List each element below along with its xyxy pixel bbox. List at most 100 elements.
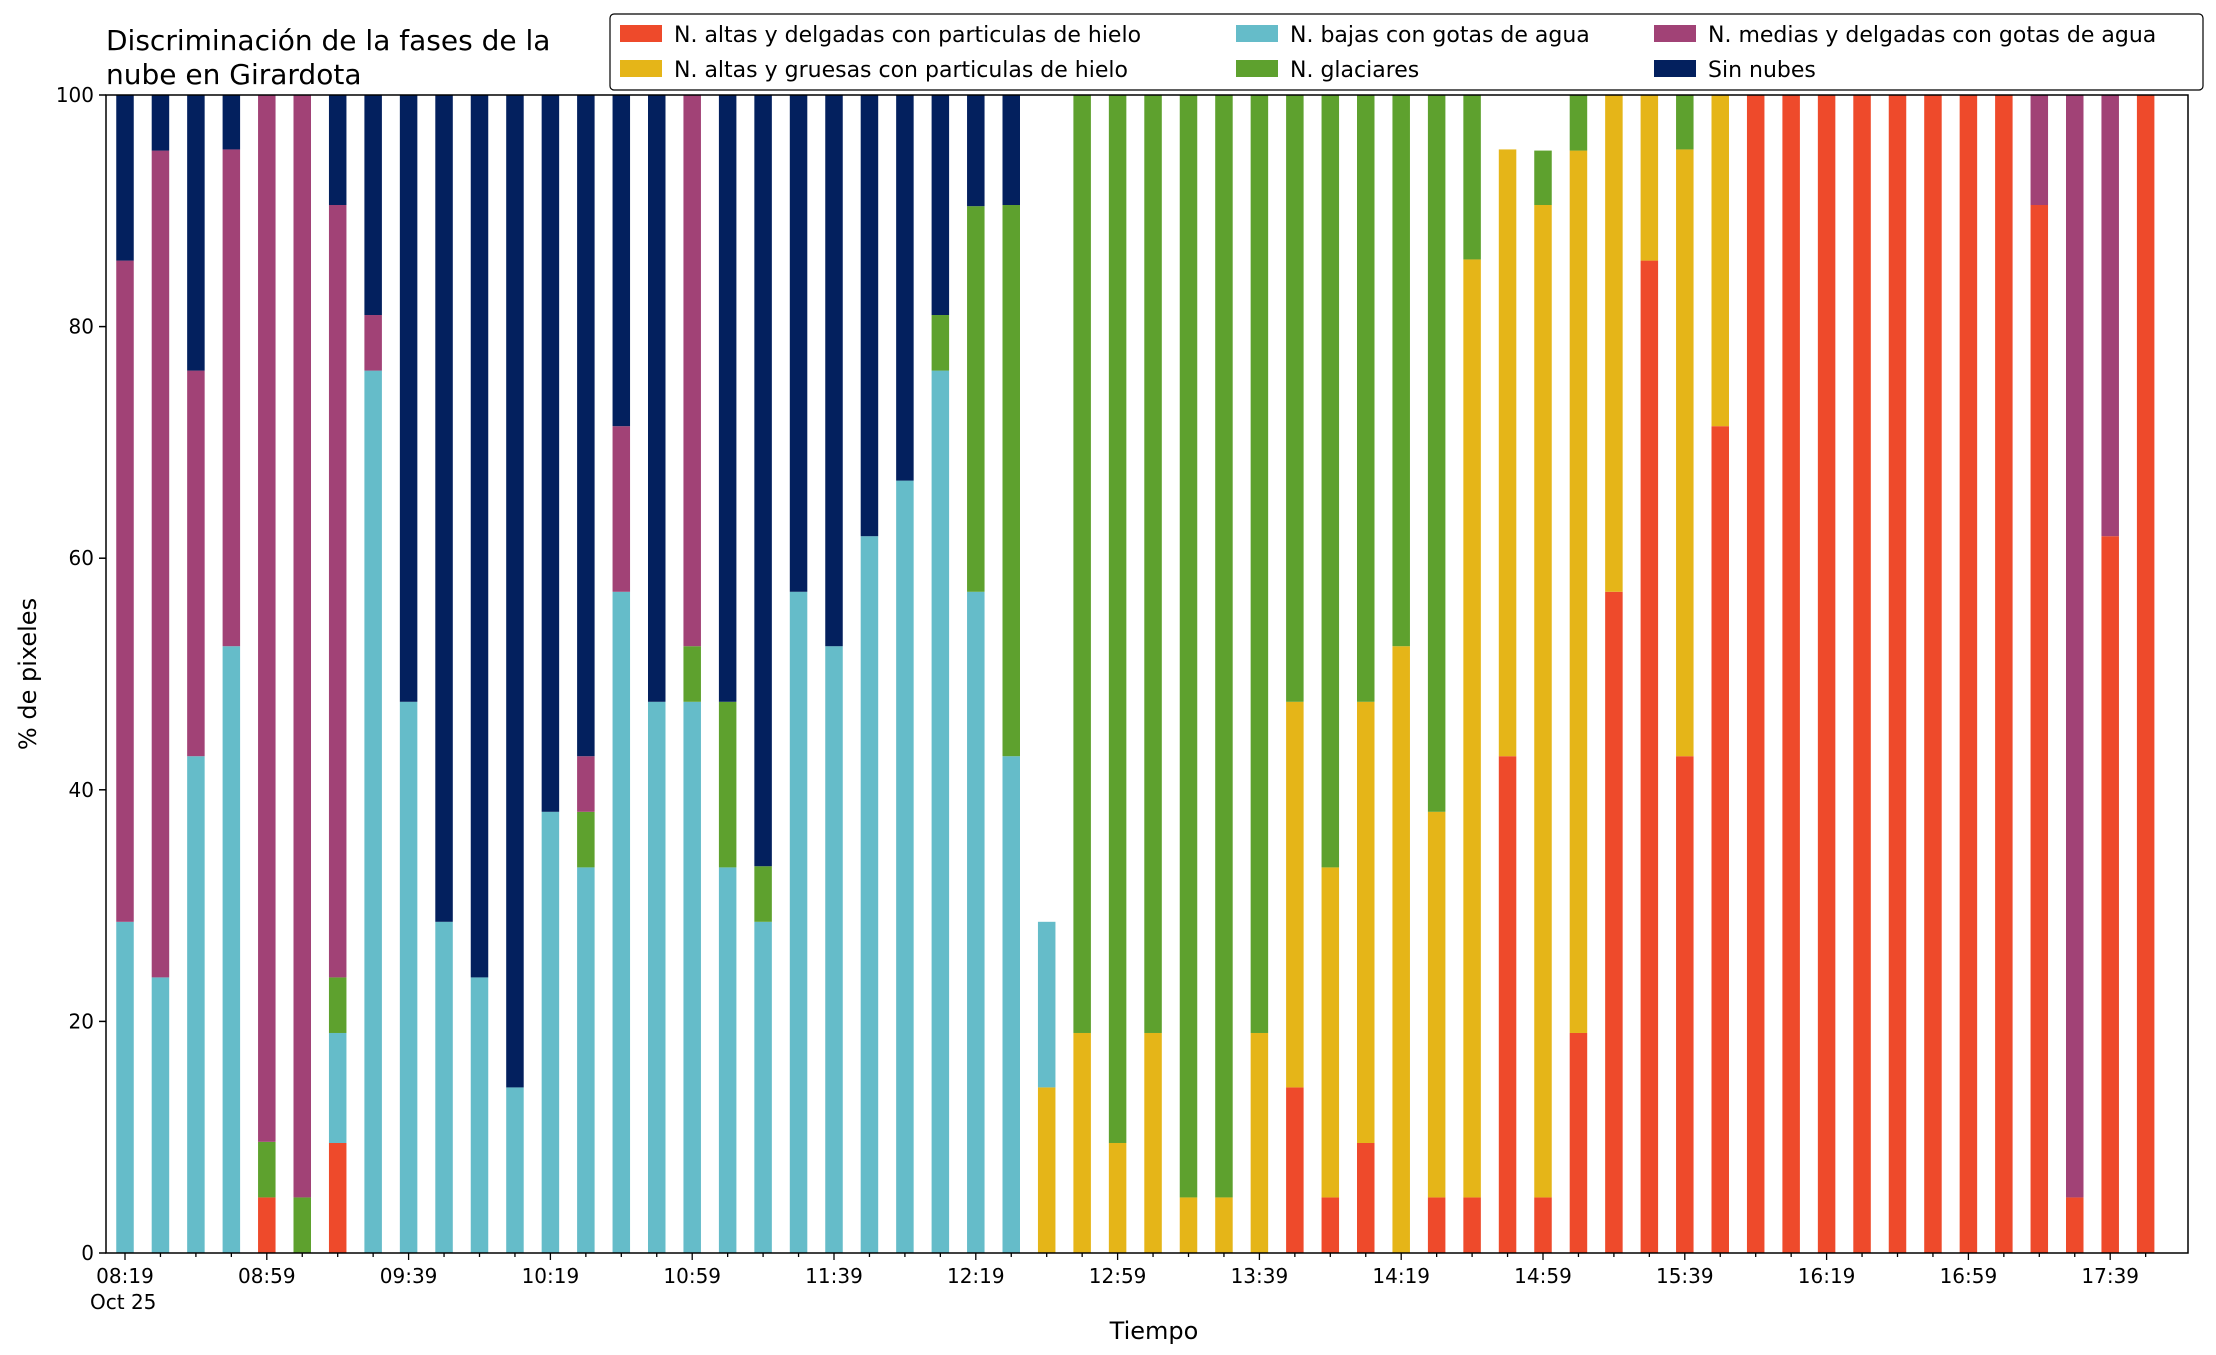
bar-segment-0919-series-2 — [328, 1032, 347, 1143]
bar-segment-1319-series-3 — [1179, 95, 1198, 1198]
x-tick-label-0939: 09:39 — [380, 1264, 438, 1288]
bar-segment-1639-series-0 — [1888, 95, 1907, 1253]
bar-segment-1459-series-3 — [1534, 150, 1552, 206]
bar-segment-1219-series-2 — [967, 591, 985, 1253]
bar-segment-0839-series-2 — [187, 756, 205, 1253]
bars-layer — [116, 95, 2155, 1254]
x-tick-label-1739: 17:39 — [2081, 1264, 2139, 1288]
bar-segment-1609-series-0 — [1782, 95, 1800, 1253]
bar-segment-1159-series-2 — [896, 480, 914, 1253]
bar-segment-1429-series-3 — [1427, 95, 1446, 812]
bar-segment-1519-series-1 — [1605, 95, 1623, 592]
x-tick-label-1619: 16:19 — [1798, 1264, 1856, 1288]
bar-segment-1139-series-2 — [825, 646, 843, 1253]
x-tick-label-1539: 15:39 — [1656, 1264, 1714, 1288]
bar-segment-1229-series-5 — [1002, 95, 1020, 206]
legend-label-1: N. altas y gruesas con particulas de hie… — [674, 58, 1128, 83]
bar-segment-1539-series-3 — [1676, 95, 1694, 150]
bar-segment-0819-series-4 — [116, 260, 134, 922]
legend-swatch-5 — [1654, 60, 1696, 77]
bar-segment-1509-series-0 — [1569, 1032, 1588, 1253]
bar-segment-1739-series-0 — [2101, 536, 2119, 1253]
bar-segment-0909-series-4 — [293, 95, 311, 1198]
bar-segment-1429-series-1 — [1427, 811, 1446, 1198]
bar-segment-1049-series-2 — [648, 701, 666, 1253]
bar-segment-1459-series-0 — [1534, 1197, 1552, 1253]
bar-segment-1519-series-0 — [1605, 591, 1623, 1253]
bar-segment-0929-series-5 — [364, 95, 382, 316]
y-tick-label-80: 80 — [69, 315, 94, 339]
bar-segment-1749-series-0 — [2136, 95, 2155, 1253]
bar-segment-1439-series-0 — [1463, 1197, 1481, 1253]
bar-segment-0849-series-2 — [222, 646, 241, 1253]
bar-segment-1049-series-5 — [648, 95, 666, 702]
bar-segment-1039-series-5 — [612, 95, 631, 427]
x-axis: 08:19 08:59 09:39 10:19 10:59 11:39 12:19 12:59… — [90, 1253, 2147, 1314]
bar-segment-1209-series-2 — [931, 370, 950, 1254]
bar-segment-1239-series-1 — [1037, 1087, 1056, 1253]
bar-segment-1229-series-3 — [1002, 205, 1020, 757]
bar-segment-0919-series-3 — [328, 977, 347, 1033]
bar-segment-1739-series-4 — [2101, 95, 2119, 537]
bar-segment-1159-series-5 — [896, 95, 914, 481]
bar-segment-1259-series-3 — [1108, 95, 1127, 1143]
bar-segment-0839-series-5 — [187, 95, 205, 371]
bar-segment-1349-series-3 — [1286, 95, 1304, 702]
bar-segment-0829-series-4 — [151, 150, 170, 978]
y-tick-label-60: 60 — [69, 546, 94, 570]
bar-segment-1709-series-0 — [1995, 95, 2013, 1253]
legend: N. altas y delgadas con particulas de hi… — [609, 13, 2204, 91]
bar-segment-1509-series-3 — [1569, 95, 1588, 151]
bar-segment-0929-series-2 — [364, 370, 382, 1254]
bar-segment-1419-series-3 — [1392, 95, 1410, 647]
bar-segment-1539-series-0 — [1676, 756, 1694, 1253]
bar-segment-0829-series-2 — [151, 977, 170, 1253]
bar-segment-1359-series-0 — [1321, 1197, 1340, 1253]
bar-segment-1349-series-1 — [1286, 701, 1304, 1088]
bar-segment-1649-series-0 — [1924, 95, 1942, 1253]
x-tick-label-1139: 11:39 — [805, 1264, 863, 1288]
legend-swatch-1 — [620, 60, 662, 77]
legend-swatch-3 — [1236, 60, 1278, 77]
bar-segment-1409-series-0 — [1357, 1142, 1375, 1253]
chart-title-line-1: Discriminación de la fases de la — [106, 24, 550, 57]
bar-segment-1359-series-3 — [1321, 95, 1340, 868]
bar-segment-0819-series-2 — [116, 921, 134, 1253]
bar-segment-1359-series-1 — [1321, 867, 1340, 1198]
legend-swatch-2 — [1236, 25, 1278, 42]
x-tick-label-1339: 13:39 — [1231, 1264, 1289, 1288]
bar-segment-1509-series-1 — [1569, 150, 1588, 1033]
bar-segment-1559-series-0 — [1746, 95, 1765, 1253]
bar-segment-0909-series-3 — [293, 1197, 311, 1253]
bar-segment-1059-series-3 — [683, 646, 701, 702]
bar-segment-1439-series-1 — [1463, 259, 1481, 1198]
legend-label-0: N. altas y delgadas con particulas de hi… — [674, 23, 1141, 48]
bar-segment-0859-series-4 — [258, 95, 276, 1142]
bar-segment-1449-series-0 — [1498, 756, 1517, 1253]
bar-segment-1059-series-2 — [683, 701, 701, 1253]
bar-segment-1249-series-1 — [1073, 1032, 1091, 1253]
x-tick-label-1459: 14:59 — [1514, 1264, 1572, 1288]
bar-segment-1429-series-0 — [1427, 1197, 1446, 1253]
bar-segment-0949-series-5 — [435, 95, 453, 922]
bar-segment-0859-series-3 — [258, 1141, 276, 1198]
bar-segment-1719-series-0 — [2030, 205, 2049, 1253]
bar-segment-1239-series-2 — [1037, 921, 1056, 1088]
x-tick-label-1019: 10:19 — [522, 1264, 580, 1288]
bar-segment-1439-series-3 — [1463, 95, 1481, 260]
x-tick-label-1219: 12:19 — [947, 1264, 1005, 1288]
bar-segment-0859-series-0 — [258, 1197, 276, 1253]
bar-segment-0929-series-4 — [364, 315, 382, 371]
bar-segment-1549-series-1 — [1711, 95, 1729, 427]
bar-segment-1009-series-2 — [506, 1087, 524, 1253]
plot-area-frame — [105, 94, 2189, 1254]
bar-segment-0919-series-4 — [328, 205, 347, 978]
bar-segment-1229-series-2 — [1002, 756, 1020, 1253]
bar-segment-1139-series-5 — [825, 95, 843, 647]
legend-label-2: N. bajas con gotas de agua — [1290, 23, 1590, 48]
bar-segment-0959-series-5 — [470, 95, 489, 978]
chart-title-line-2: nube en Girardota — [106, 58, 361, 91]
bar-segment-1619-series-0 — [1817, 95, 1836, 1253]
bar-segment-0849-series-4 — [222, 149, 241, 647]
